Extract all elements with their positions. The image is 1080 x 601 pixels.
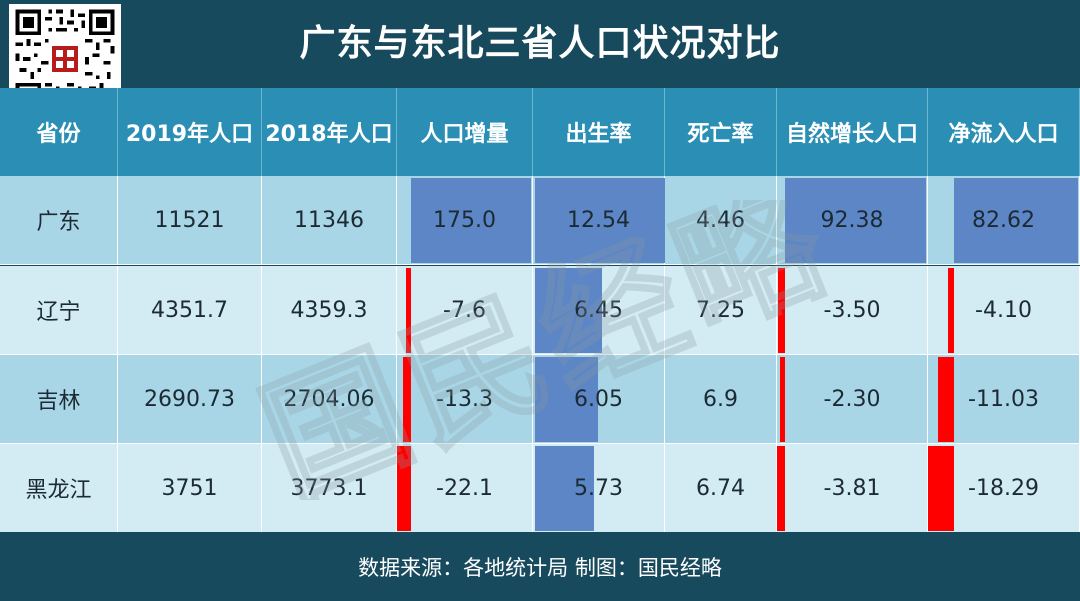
cell-value: 3751 xyxy=(161,475,218,501)
natural-growth-header: 自然增长人口 xyxy=(777,88,928,176)
cell-province: 辽宁 xyxy=(0,266,118,355)
data-bar-inflow xyxy=(938,357,954,442)
data-bar-increase xyxy=(406,268,411,353)
cell-value: 11521 xyxy=(154,207,225,233)
cell-value: 4351.7 xyxy=(151,297,228,323)
data-bar-birth xyxy=(535,178,665,263)
cell-value: 4.46 xyxy=(696,207,745,233)
cell-death: 6.74 xyxy=(665,444,777,533)
cell-increase: -22.1 xyxy=(397,444,533,533)
cell-death: 6.9 xyxy=(665,355,777,444)
province-header: 省份 xyxy=(0,88,118,176)
cell-death: 7.25 xyxy=(665,266,777,355)
chart-title: 广东与东北三省人口状况对比 xyxy=(299,23,781,64)
cell-value: -4.10 xyxy=(975,297,1032,323)
net-inflow-header: 净流入人口 xyxy=(928,88,1080,176)
increase-header: 人口增量 xyxy=(397,88,533,176)
source-footer: 数据来源：各地统计局 制图：国民经略 xyxy=(0,532,1080,601)
cell-value: 4359.3 xyxy=(290,297,368,323)
cell-natural: 92.38 xyxy=(777,176,928,265)
cell-increase: 175.0 xyxy=(397,176,533,265)
cell-value: 吉林 xyxy=(36,389,81,414)
cell-province: 吉林 xyxy=(0,355,118,444)
cell-pop2019: 11521 xyxy=(118,176,262,265)
data-bar-natural xyxy=(777,446,785,531)
cell-increase: -7.6 xyxy=(397,266,533,355)
cell-pop2019: 2690.73 xyxy=(118,355,262,444)
cell-value: 3773.1 xyxy=(290,475,368,501)
cell-value: 广东 xyxy=(36,210,81,235)
cell-natural: -3.50 xyxy=(777,266,928,355)
data-bar-increase xyxy=(403,357,411,442)
data-bar-natural xyxy=(780,357,785,442)
data-bar-birth xyxy=(535,357,598,442)
cell-value: 2704.06 xyxy=(283,386,375,412)
cell-birth: 5.73 xyxy=(533,444,665,533)
cell-natural: -2.30 xyxy=(777,355,928,444)
cell-value: 82.62 xyxy=(972,207,1035,233)
cell-pop2018: 2704.06 xyxy=(262,355,397,444)
cell-value: 辽宁 xyxy=(36,300,81,325)
cell-death: 4.46 xyxy=(665,176,777,265)
cell-province: 黑龙江 xyxy=(0,444,118,533)
cell-value: 6.45 xyxy=(574,297,623,323)
cell-value: -13.3 xyxy=(436,386,493,412)
cell-value: 92.38 xyxy=(820,207,884,233)
data-bar-birth xyxy=(535,446,594,531)
cell-inflow: -4.10 xyxy=(928,266,1080,355)
death-rate-header: 死亡率 xyxy=(665,88,777,176)
cell-value: -7.6 xyxy=(443,297,486,323)
data-bar-inflow xyxy=(928,446,954,531)
cell-value: 2690.73 xyxy=(144,386,235,412)
cell-pop2018: 11346 xyxy=(262,176,397,265)
data-bar-natural xyxy=(785,178,926,263)
cell-value: 6.74 xyxy=(696,475,745,501)
cell-value: 11346 xyxy=(294,207,364,233)
data-bar-inflow xyxy=(954,178,1078,263)
data-bar-increase xyxy=(397,446,411,531)
cell-birth: 12.54 xyxy=(533,176,665,265)
cell-value: -3.81 xyxy=(823,475,881,501)
cell-pop2018: 3773.1 xyxy=(262,444,397,533)
cell-value: 6.05 xyxy=(574,386,623,412)
cell-value: -2.30 xyxy=(823,386,881,412)
data-bar-increase xyxy=(411,178,531,263)
cell-value: 6.9 xyxy=(703,386,738,412)
cell-pop2018: 4359.3 xyxy=(262,266,397,355)
cell-value: 5.73 xyxy=(574,475,623,501)
cell-inflow: -18.29 xyxy=(928,444,1080,533)
data-bar-natural xyxy=(778,268,785,353)
cell-inflow: -11.03 xyxy=(928,355,1080,444)
cell-value: 12.54 xyxy=(567,207,630,233)
cell-value: 7.25 xyxy=(696,297,745,323)
cell-value: -3.50 xyxy=(823,297,881,323)
data-bar-birth xyxy=(535,268,602,353)
cell-increase: -13.3 xyxy=(397,355,533,444)
cell-province: 广东 xyxy=(0,176,118,265)
cell-value: 175.0 xyxy=(433,207,496,233)
cell-value: -22.1 xyxy=(436,475,493,501)
cell-pop2019: 4351.7 xyxy=(118,266,262,355)
cell-value: -11.03 xyxy=(968,386,1039,412)
cell-inflow: 82.62 xyxy=(928,176,1080,265)
cell-birth: 6.45 xyxy=(533,266,665,355)
cell-pop2019: 3751 xyxy=(118,444,262,533)
title-bar: 广东与东北三省人口状况对比 xyxy=(0,0,1080,88)
birth-rate-header: 出生率 xyxy=(533,88,665,176)
data-bar-inflow xyxy=(948,268,954,353)
cell-value: -18.29 xyxy=(968,475,1039,501)
cell-birth: 6.05 xyxy=(533,355,665,444)
cell-natural: -3.81 xyxy=(777,444,928,533)
pop2019-header: 2019年人口 xyxy=(118,88,262,176)
pop2018-header: 2018年人口 xyxy=(262,88,397,176)
cell-value: 黑龙江 xyxy=(25,478,92,503)
